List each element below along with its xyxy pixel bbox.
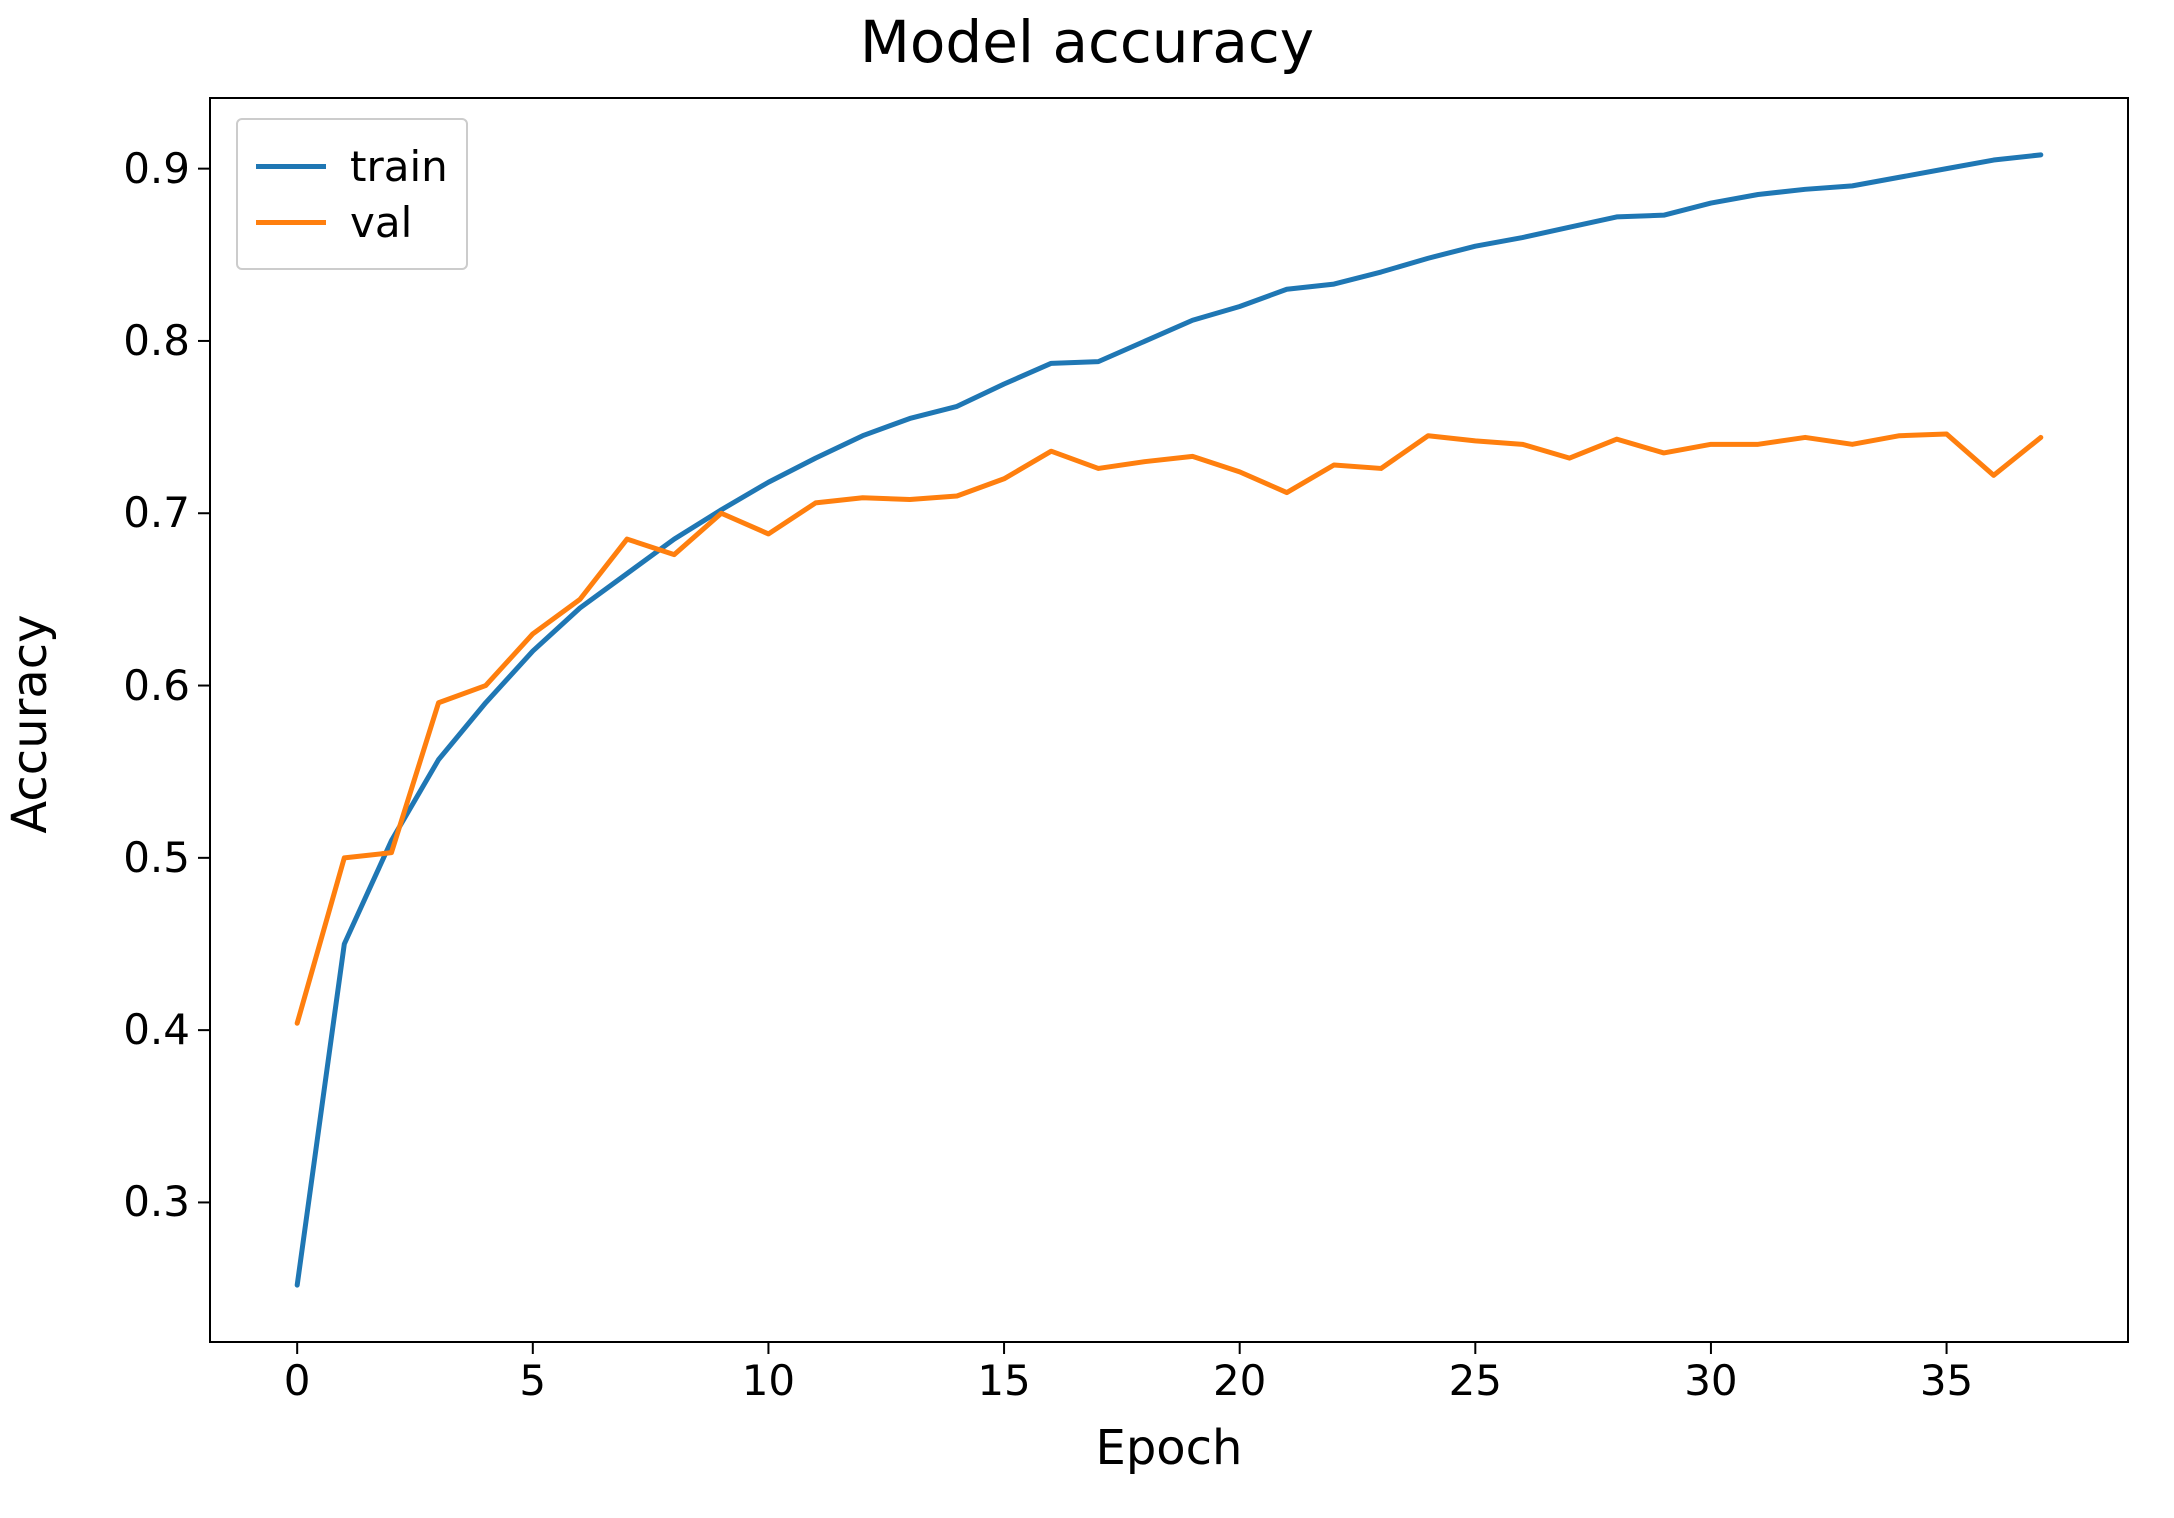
- legend-label: train: [350, 142, 448, 191]
- y-tick-label: 0.9: [123, 148, 190, 190]
- plot-svg: [210, 98, 2128, 1342]
- legend-line-icon: [256, 164, 326, 169]
- legend-label: val: [350, 198, 412, 247]
- y-tick-label: 0.4: [123, 1009, 190, 1051]
- y-axis-label: Accuracy: [2, 574, 58, 874]
- series-val: [297, 434, 2041, 1023]
- legend-item-train: train: [256, 138, 448, 194]
- y-tick-label: 0.6: [123, 665, 190, 707]
- figure: Model accuracy Accuracy Epoch train val 0…: [0, 0, 2174, 1518]
- y-tick-label: 0.5: [123, 837, 190, 879]
- y-tick-label: 0.3: [123, 1181, 190, 1223]
- x-tick-label: 0: [284, 1360, 311, 1402]
- x-tick-label: 5: [519, 1360, 546, 1402]
- chart-title: Model accuracy: [0, 8, 2174, 76]
- y-tick-label: 0.8: [123, 320, 190, 362]
- y-tick-label: 0.7: [123, 492, 190, 534]
- series-train: [297, 155, 2041, 1285]
- x-axis-label: Epoch: [210, 1420, 2128, 1476]
- x-tick-label: 10: [742, 1360, 795, 1402]
- x-tick-label: 35: [1920, 1360, 1973, 1402]
- legend-item-val: val: [256, 194, 448, 250]
- x-tick-label: 15: [977, 1360, 1030, 1402]
- legend-line-icon: [256, 220, 326, 225]
- legend: train val: [236, 118, 468, 270]
- x-tick-label: 20: [1213, 1360, 1266, 1402]
- x-tick-label: 25: [1449, 1360, 1502, 1402]
- plot-area: [210, 98, 2128, 1342]
- x-tick-label: 30: [1684, 1360, 1737, 1402]
